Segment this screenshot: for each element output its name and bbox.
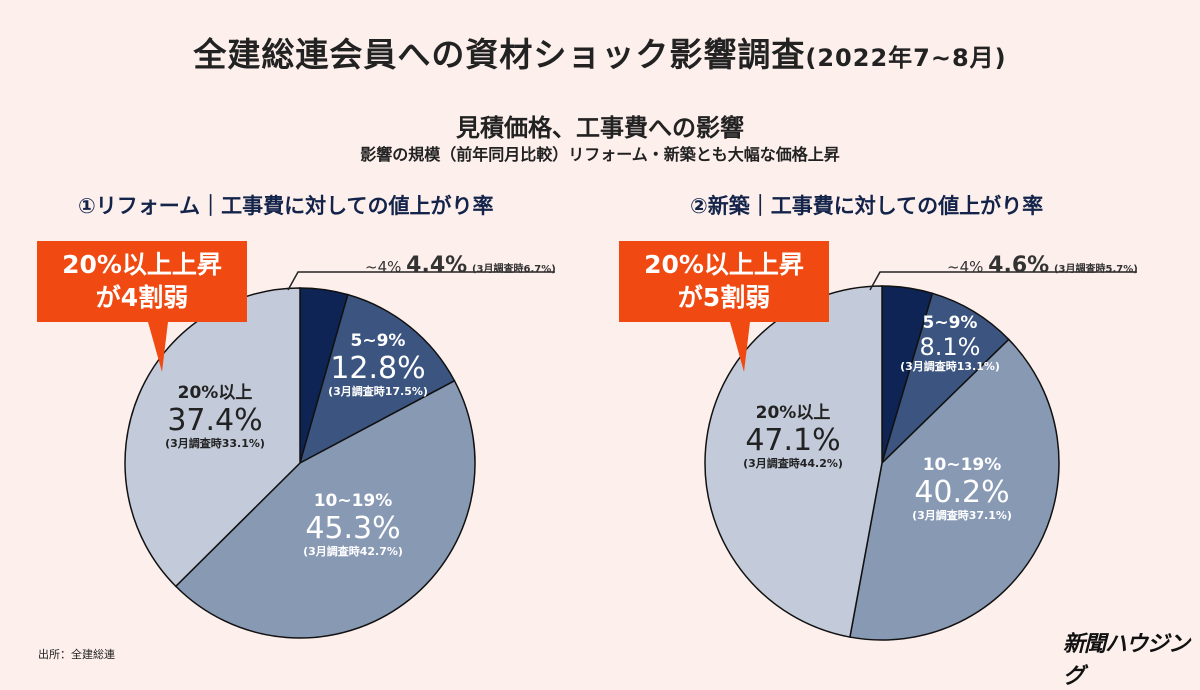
pie2-slice4-label: 20%以上 47.1% (3月調査時44.2%): [743, 403, 843, 471]
pie1-leader-line: [287, 271, 555, 291]
publisher-logo: 新聞ハウジング: [1063, 632, 1190, 689]
pie2-callout-pointer: [730, 322, 750, 372]
title-main: 全建総連会員への資材ショック影響調査: [193, 35, 806, 74]
page-title: 全建総連会員への資材ショック影響調査(2022年7~8月): [0, 28, 1200, 76]
pie1: [124, 287, 476, 639]
title-period: (2022年7~8月): [805, 44, 1007, 72]
pie1-slice4-label: 20%以上 37.4% (3月調査時33.1%): [165, 383, 265, 451]
source-note: 出所：全建総連: [38, 648, 115, 661]
pie2: [704, 285, 1060, 641]
pie-charts: [124, 271, 1137, 641]
pie1-callout: 20%以上上昇 が4割弱: [37, 241, 247, 322]
pie2-slice1-label: ~4% 4.6% (3月調査時5.7%): [947, 253, 1138, 278]
pie1-slice3-label: 10~19% 45.3% (3月調査時42.7%): [303, 491, 403, 559]
pie1-slice1-label: ~4% 4.4% (3月調査時6.7%): [365, 253, 556, 278]
chart-note: 影響の規模（前年同月比較）リフォーム・新築とも大幅な価格上昇: [360, 145, 840, 164]
pie2-slice3-label: 10~19% 40.2% (3月調査時37.1%): [912, 455, 1012, 523]
pie2-title: ②新築｜工事費に対しての値上がり率: [690, 194, 1044, 218]
pie1-slice-2: [298, 293, 456, 465]
pie1-title: ①リフォーム｜工事費に対しての値上がり率: [78, 194, 494, 218]
pie1-callout-pointer: [148, 322, 168, 372]
pie1-slice-3: [174, 379, 476, 639]
pie2-slice-2: [880, 292, 1010, 466]
pie2-slice-3: [849, 338, 1060, 641]
pie2-slice2-label: 5~9% 8.1% (3月調査時13.1%): [900, 313, 1000, 374]
pie2-callout: 20%以上上昇 が5割弱: [619, 241, 829, 322]
pie1-slice2-label: 5~9% 12.8% (3月調査時17.5%): [328, 331, 428, 399]
chart-subtitle: 見積価格、工事費への影響: [456, 114, 744, 142]
pie2-leader-line: [869, 271, 1137, 291]
